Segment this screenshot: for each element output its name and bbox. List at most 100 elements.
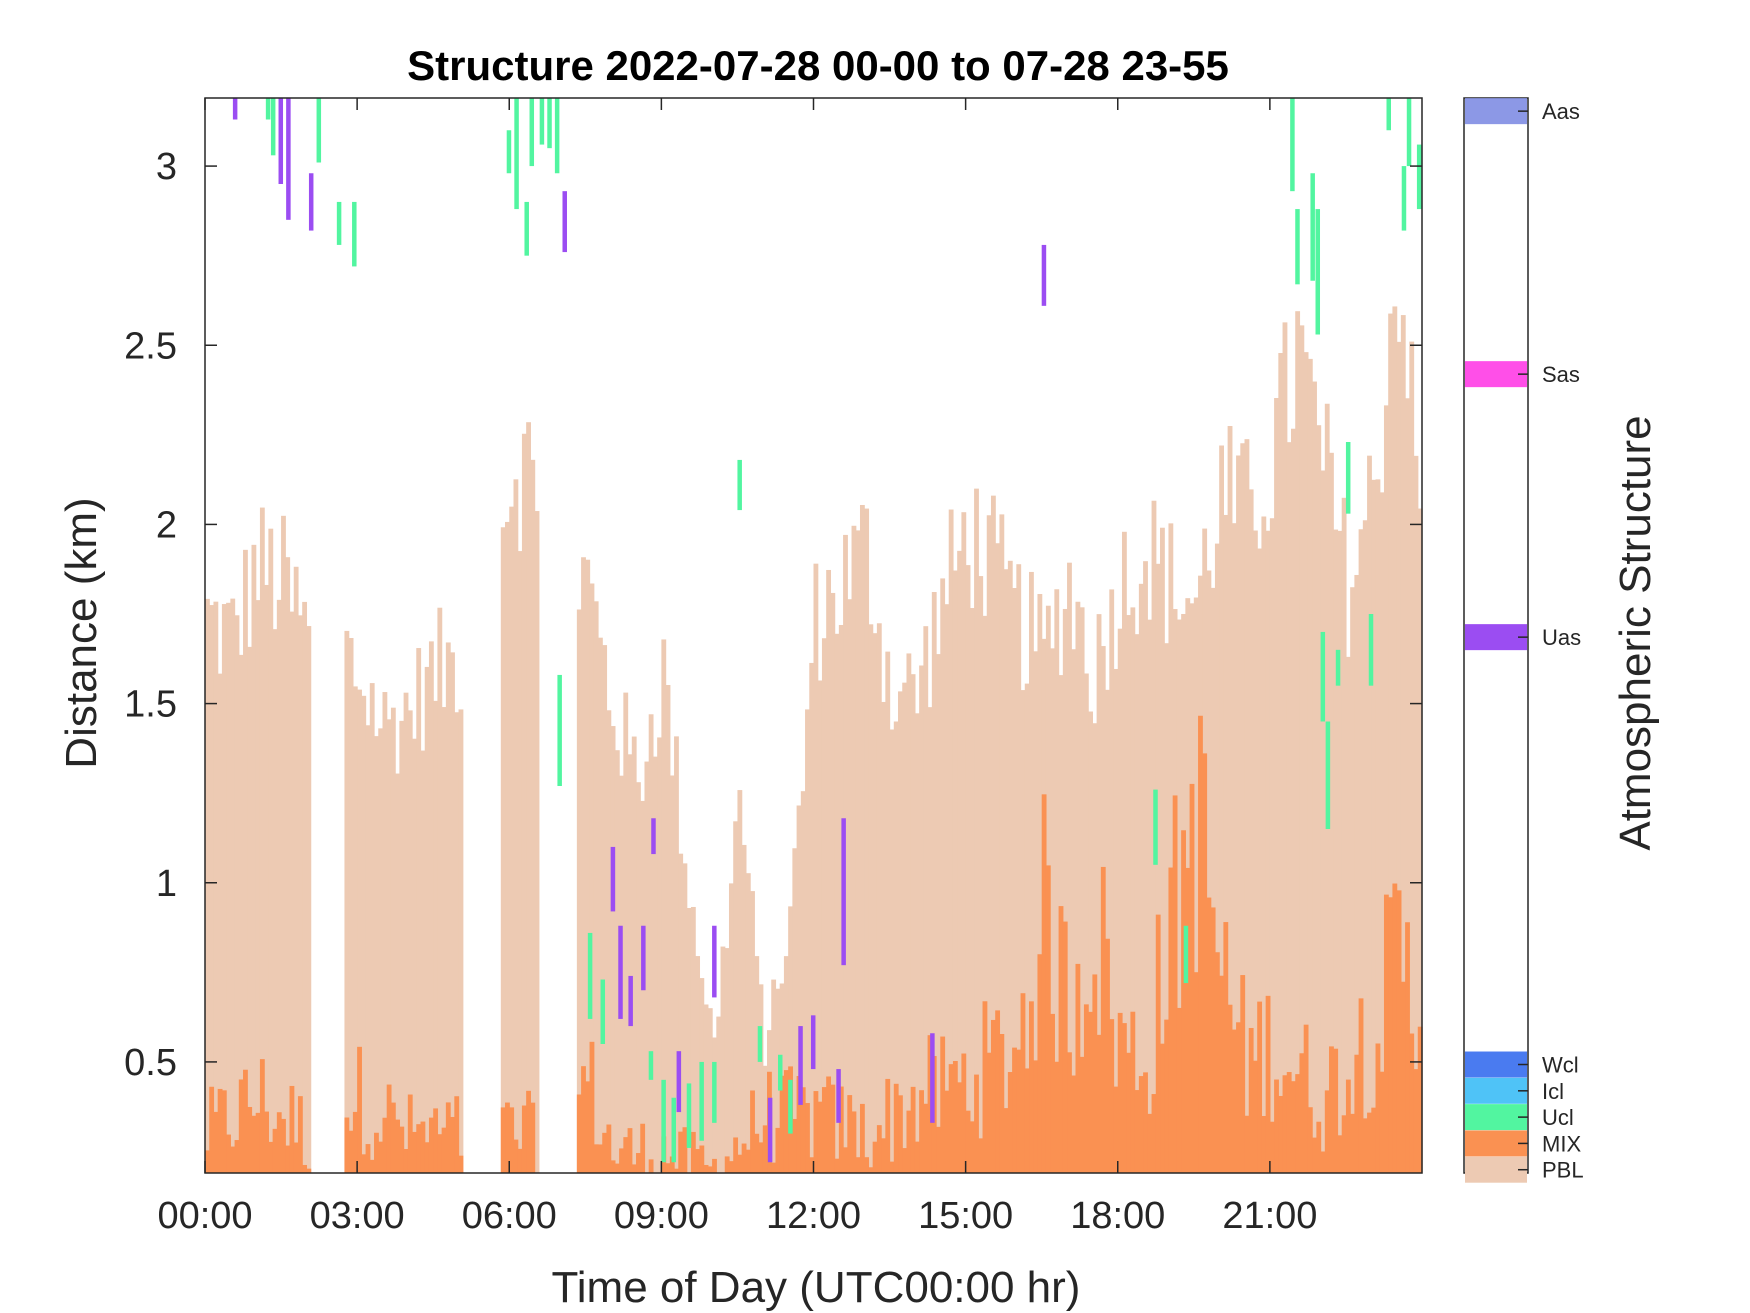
mix-bar bbox=[1037, 954, 1043, 1173]
segment-ucl bbox=[788, 1079, 793, 1134]
mix-bar bbox=[1088, 1011, 1093, 1173]
mix-bar bbox=[1062, 921, 1068, 1173]
mix-bar bbox=[407, 1094, 413, 1173]
x-tick-label: 18:00 bbox=[1070, 1195, 1165, 1237]
mix-bar bbox=[1261, 1116, 1267, 1173]
mix-bar bbox=[1193, 972, 1199, 1173]
mix-bar bbox=[1286, 1072, 1292, 1173]
pbl-bar bbox=[716, 1016, 722, 1173]
mix-bar bbox=[678, 1131, 684, 1173]
mix-bar bbox=[382, 1117, 388, 1173]
pbl-bar bbox=[1358, 529, 1364, 1173]
pbl-bar bbox=[281, 515, 286, 1173]
mix-bar bbox=[1206, 897, 1212, 1173]
mix-bar bbox=[826, 1076, 832, 1173]
pbl-bar bbox=[412, 738, 417, 1173]
pbl-bar bbox=[813, 563, 819, 1173]
mix-bar bbox=[952, 1060, 958, 1173]
mix-bar bbox=[302, 1164, 308, 1173]
pbl-bar bbox=[741, 844, 747, 1173]
mix-bar bbox=[369, 1159, 375, 1173]
pbl-bar bbox=[1130, 607, 1136, 1173]
pbl-bar bbox=[297, 615, 303, 1173]
x-tick-label: 15:00 bbox=[918, 1195, 1013, 1237]
pbl-bar bbox=[526, 422, 531, 1173]
mix-bar bbox=[728, 1161, 734, 1173]
pbl-bar bbox=[399, 720, 405, 1173]
pbl-bar bbox=[965, 565, 971, 1173]
pbl-bar bbox=[678, 853, 684, 1173]
mix-bar bbox=[226, 1134, 231, 1173]
mix-bar bbox=[521, 1105, 527, 1173]
mix-bar bbox=[619, 1148, 624, 1173]
pbl-bar bbox=[205, 598, 210, 1173]
segment-ucl bbox=[737, 459, 742, 511]
mix-bar bbox=[581, 1066, 586, 1173]
pbl-bar bbox=[923, 626, 929, 1173]
mix-bar bbox=[247, 1106, 253, 1173]
pbl-bar bbox=[606, 710, 612, 1173]
mix-bar bbox=[276, 1112, 282, 1173]
mix-bar bbox=[1274, 1079, 1279, 1173]
pbl-bar bbox=[686, 908, 692, 1173]
pbl-bar bbox=[986, 515, 992, 1173]
pbl-bar bbox=[1003, 569, 1009, 1173]
pbl-bar bbox=[1219, 445, 1224, 1173]
mix-bar bbox=[1358, 998, 1364, 1173]
pbl-bar bbox=[382, 692, 388, 1173]
pbl-bar bbox=[450, 652, 455, 1173]
mix-bar bbox=[695, 1149, 701, 1173]
mix-bar bbox=[741, 1143, 747, 1173]
pbl-bar bbox=[1037, 594, 1043, 1173]
pbl-bar bbox=[1062, 608, 1068, 1173]
mix-bar bbox=[1130, 1011, 1136, 1173]
segment-ucl bbox=[1153, 789, 1158, 865]
pbl-bar bbox=[1299, 325, 1305, 1173]
pbl-bar bbox=[695, 956, 701, 1173]
mix-bar bbox=[454, 1096, 460, 1173]
pbl-bar bbox=[868, 624, 874, 1173]
pbl-bar bbox=[589, 583, 595, 1173]
pbl-bar bbox=[944, 604, 950, 1173]
pbl-bar bbox=[1079, 607, 1085, 1173]
x-tick-label: 21:00 bbox=[1222, 1195, 1317, 1237]
mix-bar bbox=[610, 1160, 616, 1173]
mix-bar bbox=[783, 1070, 789, 1173]
mix-bar bbox=[1367, 1112, 1372, 1173]
segment-ucl bbox=[506, 130, 512, 174]
mix-bar bbox=[1172, 795, 1178, 1173]
mix-bar bbox=[703, 1164, 709, 1173]
pbl-bar bbox=[1257, 548, 1263, 1173]
mix-bar bbox=[1033, 1060, 1039, 1173]
mix-bar bbox=[264, 1111, 269, 1173]
mix-bar bbox=[1147, 1113, 1153, 1173]
mix-bar bbox=[365, 1144, 371, 1173]
pbl-bar bbox=[610, 726, 616, 1173]
mix-bar bbox=[902, 1148, 908, 1173]
pbl-bar bbox=[745, 873, 751, 1173]
mix-bar bbox=[1282, 1075, 1288, 1173]
mix-bar bbox=[974, 1074, 979, 1173]
pbl-bar bbox=[1320, 470, 1326, 1173]
pbl-bar bbox=[957, 550, 962, 1173]
colorbar-swatch-icl bbox=[1465, 1077, 1527, 1104]
segment-ucl bbox=[1295, 209, 1300, 285]
mix-bar bbox=[1392, 883, 1398, 1173]
y-tick-label: 2 bbox=[156, 504, 177, 546]
pbl-bar bbox=[302, 601, 308, 1173]
pbl-bar bbox=[1367, 455, 1372, 1173]
mix-bar bbox=[775, 1127, 781, 1173]
pbl-bar bbox=[1413, 455, 1419, 1173]
mix-bar bbox=[623, 1137, 629, 1173]
segment-ucl bbox=[778, 1054, 783, 1091]
mix-bar bbox=[1379, 1071, 1385, 1173]
mix-bar bbox=[1092, 974, 1098, 1173]
mix-bar bbox=[1236, 1022, 1241, 1173]
mix-bar bbox=[1383, 894, 1389, 1173]
segment-uas bbox=[1041, 244, 1047, 306]
mix-bar bbox=[762, 1125, 768, 1173]
pbl-bar bbox=[982, 615, 988, 1173]
plot-area: 00:00 03:00 06:00 09:00 12:00 15:00 18:00 21:00… bbox=[124, 97, 1423, 1237]
pbl-bar bbox=[1333, 529, 1339, 1173]
mix-bar bbox=[876, 1125, 882, 1173]
